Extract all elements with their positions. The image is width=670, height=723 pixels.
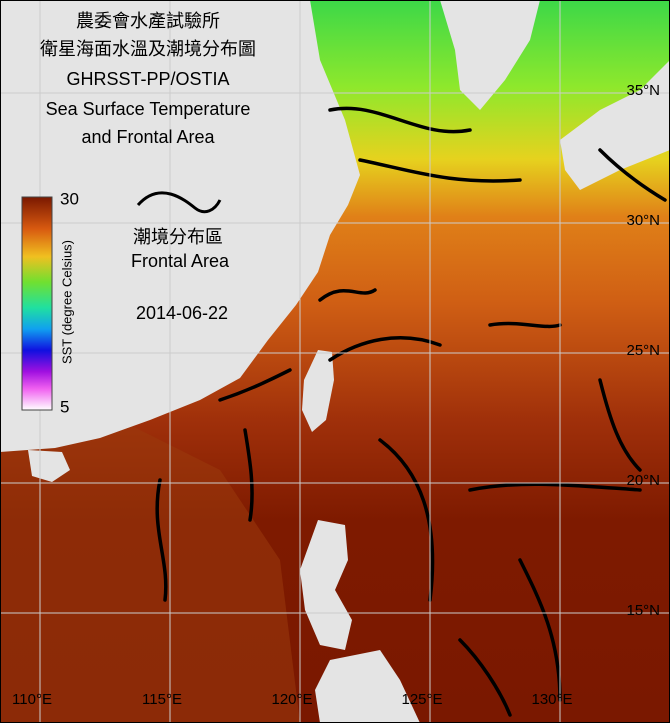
philippine-islands <box>315 650 420 723</box>
longitude-label: 115°E <box>142 691 182 708</box>
latitude-label: 35°N <box>626 82 660 99</box>
title-line: GHRSST-PP/OSTIA <box>66 69 229 89</box>
colorbar-min: 5 <box>60 397 69 416</box>
latitude-label: 30°N <box>626 212 660 229</box>
title-line: and Frontal Area <box>81 127 215 147</box>
title-line: 農委會水產試驗所 <box>76 11 220 31</box>
hainan <box>28 450 70 482</box>
longitude-label: 120°E <box>271 691 312 708</box>
longitude-label: 110°E <box>12 691 52 708</box>
fronts <box>155 106 667 717</box>
colorbar-label: SST (degree Celsius) <box>59 240 74 364</box>
legend-text: Frontal Area <box>131 251 230 271</box>
mainland <box>0 0 360 452</box>
legend-text: 潮境分布區 <box>133 227 223 247</box>
title-line: Sea Surface Temperature <box>46 99 251 119</box>
legend-swatch <box>136 191 222 214</box>
sea-shade <box>0 420 300 723</box>
korea <box>440 0 540 110</box>
latitude-label: 15°N <box>626 602 660 619</box>
date: 2014-06-22 <box>136 303 228 323</box>
longitude-label: 130°E <box>531 691 572 708</box>
latitude-label: 20°N <box>626 472 660 489</box>
latitude-label: 25°N <box>626 342 660 359</box>
title-line: 衛星海面水溫及潮境分布圖 <box>40 39 256 59</box>
taiwan <box>302 350 334 432</box>
longitude-label: 125°E <box>401 691 442 708</box>
luzon <box>300 520 352 650</box>
colorbar-max: 30 <box>60 189 79 208</box>
colorbar <box>21 196 53 411</box>
